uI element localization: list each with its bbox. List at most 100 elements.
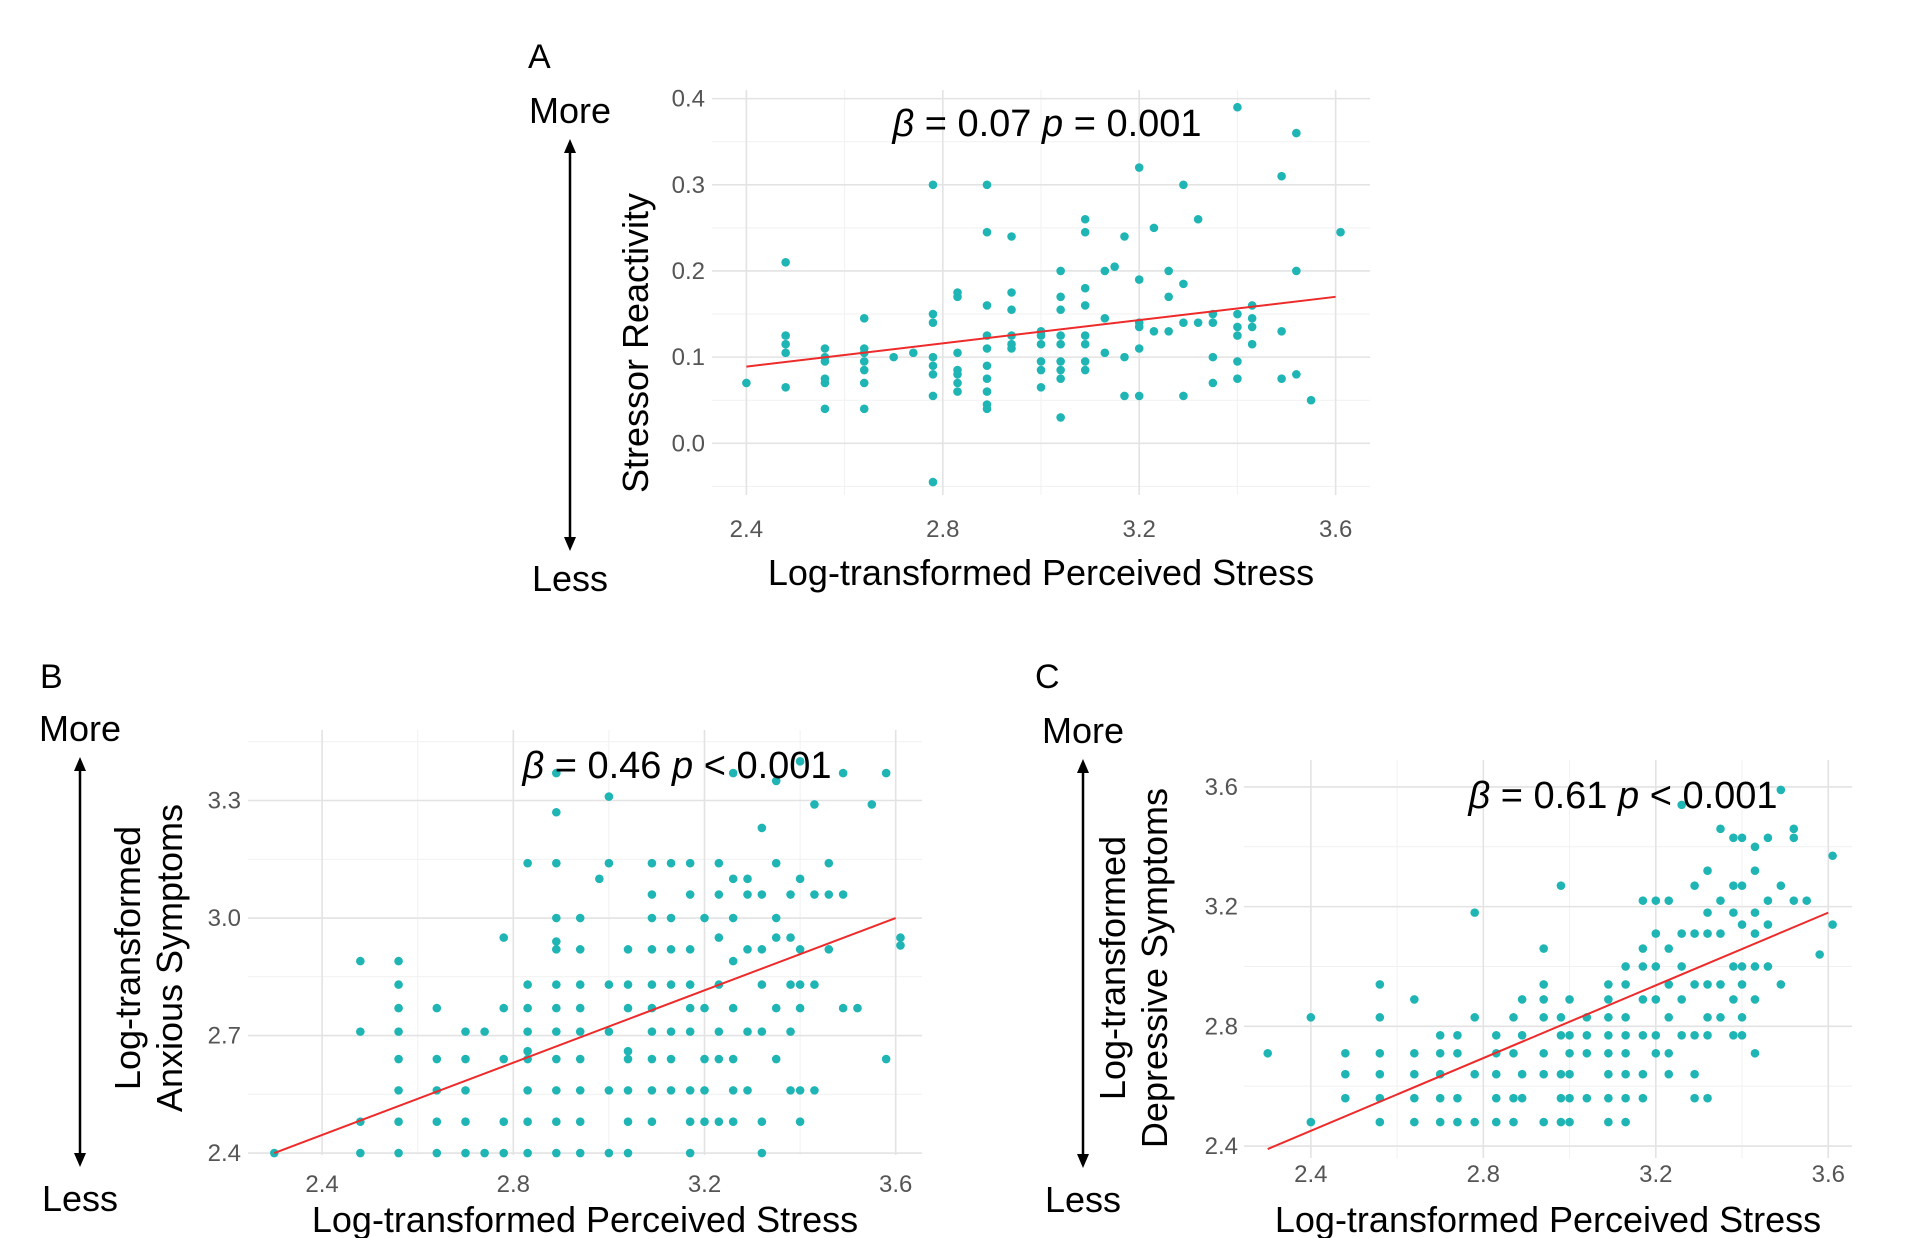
data-point bbox=[1120, 232, 1129, 241]
data-point bbox=[1410, 1093, 1419, 1103]
y-axis-title-c-line-1: Log-transformed bbox=[1092, 836, 1133, 1100]
stats-annotation-b: β = 0.46 p < 0.001 bbox=[521, 745, 831, 787]
data-point bbox=[781, 382, 790, 392]
more-label-b: More bbox=[39, 708, 121, 749]
p-symbol-a: p bbox=[1041, 103, 1063, 145]
data-point bbox=[1517, 1069, 1527, 1079]
fit-line-b bbox=[273, 917, 897, 1154]
data-point bbox=[1134, 322, 1144, 332]
data-point bbox=[1621, 1048, 1630, 1058]
data-point bbox=[1134, 344, 1144, 353]
data-point bbox=[499, 1117, 509, 1127]
data-point bbox=[1582, 1093, 1592, 1103]
data-point bbox=[810, 980, 819, 989]
data-point bbox=[1517, 1093, 1527, 1103]
data-point bbox=[781, 339, 790, 349]
panel-a: A More Less 0.0 0.1 0.2 0.3 0.4 2.4 2.8 3.2 3.6… bbox=[528, 38, 1370, 599]
data-point bbox=[1100, 266, 1110, 276]
data-point bbox=[757, 823, 767, 833]
data-point bbox=[1638, 1031, 1648, 1040]
data-point bbox=[1007, 305, 1016, 315]
data-point bbox=[394, 980, 403, 989]
data-point bbox=[666, 1027, 676, 1036]
y-tick-label: 3.3 bbox=[208, 788, 241, 815]
data-point bbox=[1703, 866, 1712, 876]
data-point bbox=[685, 1086, 695, 1095]
data-point bbox=[743, 874, 752, 884]
data-point bbox=[685, 1003, 695, 1013]
data-point bbox=[1179, 180, 1188, 190]
x-axis-title-c: Log-transformed Perceived Stress bbox=[1275, 1199, 1821, 1238]
data-point bbox=[1729, 962, 1738, 971]
data-point bbox=[1007, 344, 1016, 353]
data-point bbox=[1677, 962, 1686, 971]
data-point bbox=[795, 1117, 805, 1127]
data-point bbox=[1056, 357, 1065, 366]
data-point bbox=[1763, 920, 1773, 929]
panel-letter-b: B bbox=[40, 658, 63, 696]
beta-value-c: = 0.61 bbox=[1490, 775, 1618, 817]
data-point bbox=[1375, 1069, 1385, 1079]
data-point bbox=[1604, 1093, 1613, 1103]
data-point bbox=[795, 757, 805, 766]
data-point bbox=[928, 352, 938, 362]
data-point bbox=[1277, 171, 1286, 181]
data-point bbox=[1677, 800, 1686, 810]
data-point bbox=[1729, 908, 1738, 917]
data-point bbox=[953, 378, 962, 388]
data-point bbox=[896, 941, 905, 950]
data-point bbox=[1651, 1048, 1661, 1058]
data-point bbox=[1638, 962, 1648, 971]
data-point bbox=[499, 1003, 509, 1013]
data-point bbox=[523, 858, 532, 868]
data-point bbox=[666, 945, 676, 954]
data-point bbox=[1677, 1031, 1686, 1040]
data-point bbox=[575, 1027, 585, 1036]
data-point bbox=[1539, 1117, 1548, 1127]
data-point bbox=[1565, 1069, 1574, 1079]
data-point bbox=[1007, 232, 1016, 241]
data-point bbox=[1080, 283, 1090, 293]
panel-c: C More Less 2.4 2.8 3.2 3.6 2.4 2.8 3.2 3.6 Lo… bbox=[1035, 658, 1852, 1238]
data-point bbox=[666, 913, 676, 923]
less-label-a: Less bbox=[532, 558, 608, 599]
data-point bbox=[1802, 896, 1812, 905]
grid-a bbox=[712, 90, 1370, 495]
data-point bbox=[1056, 413, 1065, 422]
beta-symbol-a: β bbox=[891, 103, 914, 145]
data-point bbox=[1664, 1069, 1674, 1079]
data-point bbox=[1233, 374, 1242, 383]
data-point bbox=[1750, 866, 1760, 876]
data-point bbox=[1638, 896, 1648, 905]
beta-symbol-c: β bbox=[1467, 775, 1490, 817]
y-axis-title-a-line-1: Stressor Reactivity bbox=[615, 193, 656, 493]
data-point bbox=[1036, 331, 1046, 340]
data-point bbox=[552, 768, 561, 778]
data-point bbox=[1750, 842, 1760, 852]
data-point bbox=[1565, 1093, 1574, 1103]
data-point bbox=[1729, 833, 1738, 843]
data-point bbox=[1292, 128, 1301, 138]
data-point bbox=[604, 858, 614, 868]
data-point bbox=[432, 1003, 442, 1013]
data-point bbox=[1410, 995, 1419, 1004]
data-point bbox=[575, 1003, 585, 1013]
data-point bbox=[881, 768, 891, 778]
data-point bbox=[1247, 322, 1257, 332]
data-point bbox=[743, 945, 752, 954]
data-point bbox=[1604, 1013, 1613, 1022]
data-point bbox=[757, 945, 767, 954]
data-point bbox=[820, 344, 830, 353]
data-point bbox=[666, 980, 676, 989]
data-point bbox=[1341, 1093, 1350, 1103]
data-point bbox=[757, 980, 767, 989]
data-point bbox=[1737, 1013, 1747, 1022]
data-point bbox=[838, 890, 848, 899]
x-tick-label: 2.4 bbox=[305, 1171, 338, 1198]
data-point bbox=[1729, 881, 1738, 890]
y-tick-label: 0.2 bbox=[672, 258, 705, 285]
data-point bbox=[1789, 833, 1799, 843]
y-tick-label: 2.7 bbox=[208, 1023, 241, 1050]
data-point bbox=[1690, 1069, 1699, 1079]
